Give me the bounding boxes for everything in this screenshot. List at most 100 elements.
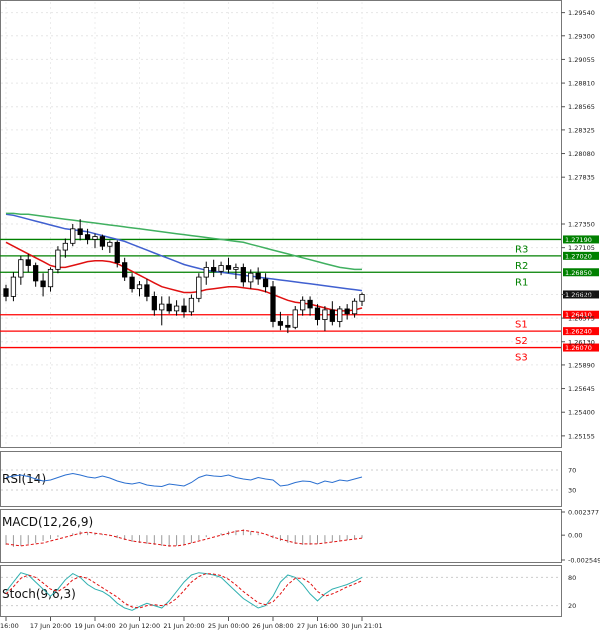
level-price-tag bbox=[563, 327, 599, 336]
macd-signal-line bbox=[5, 529, 363, 547]
stoch-level-label: 80 bbox=[568, 574, 576, 582]
candle-bear bbox=[270, 286, 276, 322]
y-tick-label: 1.29540 bbox=[568, 9, 595, 17]
candlesticks bbox=[3, 219, 365, 334]
stoch-pane-frame bbox=[0, 565, 562, 617]
y-tick-label: 1.25645 bbox=[568, 385, 595, 393]
x-tick-label: 25 Jun 00:00 bbox=[208, 622, 249, 630]
x-tick-label: 17 Jun 20:00 bbox=[30, 622, 71, 630]
level-price-tag bbox=[563, 251, 599, 260]
time-axis: 16:00 17 Jun 20:00 19 Jun 04:00 20 Jun 12:0… bbox=[0, 617, 383, 630]
candle-bear bbox=[240, 267, 246, 283]
candle-bull bbox=[173, 305, 180, 312]
candle-bull bbox=[47, 268, 54, 288]
candle-bull bbox=[159, 303, 165, 311]
level-price-label: 1.27020 bbox=[565, 252, 592, 260]
x-tick-label: 19 Jun 04:00 bbox=[74, 622, 115, 630]
rsi-level-label: 70 bbox=[568, 467, 576, 475]
candle-bull bbox=[300, 299, 306, 311]
candle-bear bbox=[329, 309, 335, 322]
candle-bear bbox=[40, 280, 46, 288]
pivot-levels: R3 1.27190 R2 1.27020 R1 1.26850 S1 1.26410 S2 1.… bbox=[0, 235, 599, 364]
stoch-level-label: 20 bbox=[568, 602, 576, 610]
level-name-r3: R3 bbox=[515, 244, 528, 255]
price-pane: R3 1.27190 R2 1.27020 R1 1.26850 S1 1.26410 S2 1.… bbox=[0, 0, 599, 448]
level-price-label: 1.26850 bbox=[565, 269, 592, 277]
price-grid bbox=[1, 2, 561, 446]
level-price-tag bbox=[563, 235, 599, 244]
candle-bear bbox=[3, 288, 9, 297]
y-tick-label: 1.28565 bbox=[568, 103, 595, 111]
candle-bull bbox=[62, 242, 68, 251]
y-tick-label: 1.29300 bbox=[568, 32, 595, 40]
y-tick-label: 1.27835 bbox=[568, 174, 595, 182]
candle-bull bbox=[107, 241, 113, 247]
level-name-s3: S3 bbox=[515, 353, 528, 364]
candle-bear bbox=[181, 305, 187, 313]
candle-bear bbox=[262, 278, 269, 288]
macd-level-label: 0.002377 bbox=[568, 509, 599, 517]
macd-level-label: -0.002549 bbox=[568, 557, 600, 565]
candle-bull bbox=[351, 300, 358, 315]
level-price-label: 1.27190 bbox=[565, 236, 592, 244]
candle-bear bbox=[225, 265, 232, 270]
level-price-tag bbox=[563, 268, 599, 277]
candle-bear bbox=[211, 267, 217, 272]
rsi-pane-frame bbox=[0, 451, 562, 507]
x-tick-label: 27 Jun 16:00 bbox=[297, 622, 338, 630]
candle-bull bbox=[233, 267, 239, 270]
candle-bear bbox=[151, 295, 157, 311]
candle-bull bbox=[136, 284, 143, 290]
candle-bear bbox=[77, 228, 83, 236]
candle-bear bbox=[99, 236, 106, 247]
candle-bear bbox=[144, 284, 150, 297]
y-tick-label: 1.26375 bbox=[568, 315, 595, 323]
level-price-tag bbox=[563, 343, 599, 352]
candle-bull bbox=[203, 267, 209, 278]
level-name-r2: R2 bbox=[515, 261, 528, 272]
current-price-label: 1.26620 bbox=[565, 291, 592, 299]
y-tick-label: 1.29055 bbox=[568, 56, 595, 64]
level-price-tag bbox=[563, 310, 599, 319]
macd-series: 0.002377 0.00 -0.002549 bbox=[5, 509, 600, 565]
stoch-series: 80 20 bbox=[1, 572, 576, 611]
candle-bull bbox=[292, 309, 298, 328]
level-price-label: 1.26070 bbox=[565, 344, 592, 352]
x-tick-label: 30 Jun 21:01 bbox=[341, 622, 382, 630]
stoch-pane: Stoch(9,6,3) 80 20 bbox=[0, 565, 576, 617]
macd-level-label: 0.00 bbox=[568, 532, 582, 540]
rsi-title: RSI(14) bbox=[2, 472, 46, 486]
x-tick-label: 20 Jun 12:00 bbox=[119, 622, 160, 630]
x-tick-label: 16:00 bbox=[0, 622, 19, 630]
y-tick-label: 1.26620 bbox=[568, 291, 595, 299]
candle-bear bbox=[307, 299, 313, 309]
macd-pane-frame bbox=[0, 509, 562, 563]
current-price-tag bbox=[563, 290, 599, 299]
y-tick-label: 1.27105 bbox=[568, 244, 595, 252]
y-tick-label: 1.27350 bbox=[568, 221, 595, 229]
y-tick-label: 1.28325 bbox=[568, 126, 595, 134]
candle-bear bbox=[122, 262, 128, 278]
y-tick-label: 1.25890 bbox=[568, 361, 595, 369]
y-tick-label: 1.28810 bbox=[568, 80, 595, 88]
level-price-label: 1.26410 bbox=[565, 311, 592, 319]
rsi-series: 70 30 bbox=[1, 467, 576, 495]
y-tick-label: 1.25400 bbox=[568, 409, 595, 417]
x-tick-label: 21 Jun 20:00 bbox=[163, 622, 204, 630]
macd-title: MACD(12,26,9) bbox=[2, 515, 93, 529]
candle-bull bbox=[337, 308, 343, 322]
stoch-k-line bbox=[5, 572, 363, 611]
rsi-level-label: 30 bbox=[568, 487, 576, 495]
candle-bull bbox=[218, 265, 224, 272]
level-price-label: 1.26240 bbox=[565, 328, 592, 336]
y-tick-label: 1.25155 bbox=[568, 432, 595, 440]
level-name-r1: R1 bbox=[515, 277, 528, 288]
candle-bear bbox=[277, 321, 284, 326]
stoch-d-line bbox=[5, 573, 363, 609]
stoch-title: Stoch(9,6,3) bbox=[2, 587, 76, 601]
candle-bear bbox=[129, 276, 135, 290]
candle-bull bbox=[70, 228, 76, 244]
candle-bear bbox=[166, 303, 172, 312]
